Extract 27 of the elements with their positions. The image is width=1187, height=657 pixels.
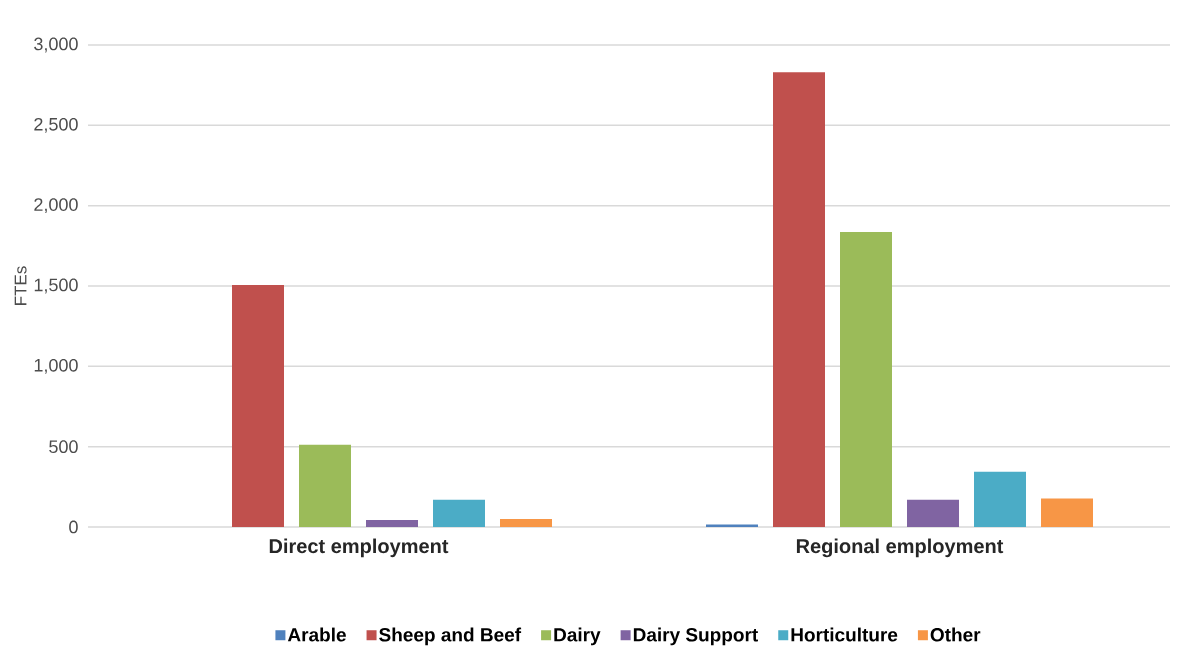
bar (232, 285, 284, 527)
y-tick-label: 2,000 (34, 198, 78, 214)
y-tick-label: 3,000 (34, 37, 78, 53)
bar (773, 72, 825, 527)
legend-label: Other (930, 627, 981, 642)
legend-label: Horticulture (791, 627, 898, 642)
legend-label: Sheep and Beef (379, 627, 522, 646)
y-axis-title: FTEs (14, 266, 27, 305)
bar (974, 471, 1027, 527)
bar (299, 444, 351, 527)
y-tick-label: 1,000 (34, 358, 78, 374)
y-tick-label: 2,500 (34, 117, 78, 133)
y-tick-label: 0 (69, 520, 78, 534)
bar (840, 232, 893, 527)
bar (500, 518, 553, 527)
bar (907, 499, 960, 527)
bar (366, 519, 418, 527)
y-tick-label: 1,500 (34, 278, 78, 294)
x-tick-label: Direct employment (269, 538, 449, 558)
bar (706, 524, 758, 527)
legend-label: Arable (287, 627, 346, 642)
bar (1041, 498, 1094, 527)
legend-label: Dairy Support (633, 627, 758, 646)
y-tick-label: 500 (49, 440, 78, 454)
legend-label: Dairy (554, 627, 601, 646)
x-tick-label: Regional employment (796, 538, 1004, 558)
bar (433, 499, 485, 527)
